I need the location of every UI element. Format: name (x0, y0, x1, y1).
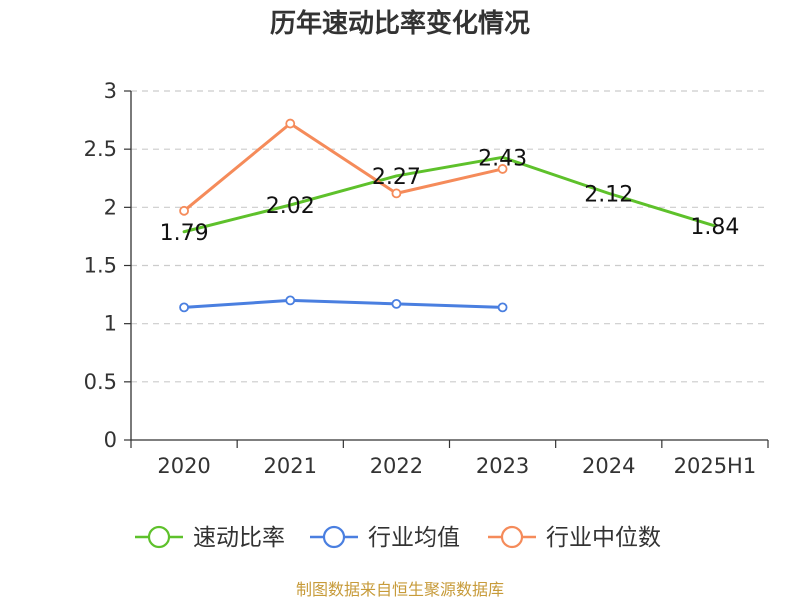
data-point (285, 295, 296, 306)
legend-marker (147, 525, 171, 549)
legend-label: 行业中位数 (546, 525, 661, 551)
legend: 速动比率 行业均值 行业中位数 (135, 525, 661, 551)
data-label: 2.02 (266, 194, 315, 219)
data-label: 2.12 (584, 182, 633, 207)
legend-label: 速动比率 (193, 525, 285, 551)
data-label: 1.84 (690, 215, 739, 240)
x-tick-label: 2020 (157, 454, 210, 478)
data-point (179, 205, 189, 216)
data-point (391, 188, 402, 199)
data-label: 2.27 (372, 165, 421, 190)
y-tick-label: 1 (104, 312, 117, 336)
x-tick-label: 2024 (582, 454, 635, 478)
data-point (497, 164, 508, 174)
data-point (179, 302, 189, 313)
legend-marker (322, 525, 346, 549)
data-labels: 1.79 2.02 2.27 2.43 2.12 1.84 (160, 146, 740, 245)
series-layer (179, 118, 717, 313)
legend-marker (500, 525, 524, 549)
x-tick-label: 2022 (370, 454, 423, 478)
data-point (497, 302, 508, 313)
source-note: 制图数据来自恒生聚源数据库 (296, 580, 504, 599)
data-label: 2.43 (478, 146, 527, 171)
legend-label: 行业均值 (368, 525, 460, 551)
grid (131, 90, 768, 383)
data-point (391, 298, 402, 309)
x-tick-label: 2021 (264, 454, 317, 478)
y-tick-label: 2 (104, 195, 117, 219)
y-tick-label: 0 (104, 428, 117, 452)
series-line (182, 122, 505, 213)
series-line (182, 298, 505, 309)
data-point (285, 118, 296, 129)
x-tick-label: 2023 (476, 454, 529, 478)
x-tick-label: 2025H1 (674, 454, 757, 478)
axes: 0 0.5 1 1.5 2 2.5 3 2020 2021 2022 2023 2024 2025H1 (84, 79, 769, 478)
y-tick-label: 2.5 (84, 137, 117, 161)
y-tick-label: 0.5 (84, 370, 117, 394)
chart-title: 历年速动比率变化情况 (270, 8, 530, 39)
y-tick-label: 1.5 (84, 254, 117, 278)
y-tick-label: 3 (104, 79, 117, 103)
data-label: 1.79 (160, 221, 209, 246)
series-line (182, 155, 717, 234)
